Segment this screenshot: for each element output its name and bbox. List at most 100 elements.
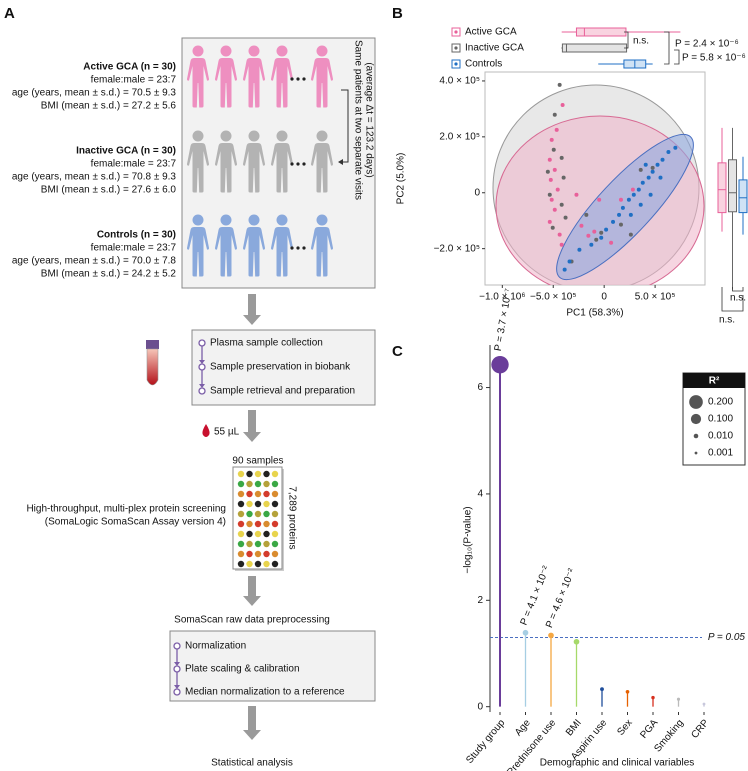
- well: [263, 530, 270, 538]
- visit-note: Same patients at two separate visits: [352, 40, 363, 200]
- annotation: n.s.: [719, 315, 735, 326]
- flow-arrow: [243, 706, 261, 740]
- x-tick-label: Age: [513, 717, 533, 738]
- well: [271, 500, 279, 508]
- point: [646, 175, 651, 180]
- group-stat: BMI (mean ± s.d.) = 24.2 ± 5.2: [41, 269, 177, 280]
- group-stat: BMI (mean ± s.d.) = 27.6 ± 6.0: [41, 185, 177, 196]
- group-stat: female:male = 23:7: [91, 159, 177, 170]
- point: [577, 247, 582, 252]
- group-stat: female:male = 23:7: [91, 243, 177, 254]
- panel-label: C: [392, 343, 403, 360]
- point: [562, 267, 567, 272]
- well: [263, 500, 270, 508]
- well: [254, 550, 262, 558]
- ellipsis-dot: [290, 77, 294, 81]
- legend-label: 0.200: [708, 397, 733, 408]
- point: [550, 225, 555, 230]
- panel-label: B: [392, 5, 403, 22]
- x-tick-label: BMI: [564, 718, 584, 739]
- lollipop-dot: [702, 702, 706, 706]
- point: [666, 149, 671, 154]
- point: [620, 205, 625, 210]
- screening: High-throughput, multi-plex protein scre…: [26, 504, 226, 515]
- point: [554, 127, 559, 132]
- well: [254, 510, 262, 518]
- well: [246, 530, 253, 538]
- flow-arrow: [243, 576, 261, 606]
- well: [237, 490, 245, 498]
- legend-size: [694, 451, 698, 455]
- step-dot: [198, 363, 206, 371]
- legend-title: R²: [709, 376, 720, 387]
- annotation: n.s.: [730, 293, 746, 304]
- step-label: Sample retrieval and preparation: [210, 386, 355, 397]
- point: [594, 237, 599, 242]
- x-tick-label: Study group: [464, 717, 507, 766]
- legend-label: 0.001: [708, 448, 733, 459]
- point: [557, 232, 562, 237]
- ellipsis-dot: [302, 162, 306, 166]
- step-dot: [198, 387, 206, 395]
- step-label: Plasma sample collection: [210, 338, 323, 349]
- group-stat: female:male = 23:7: [91, 75, 177, 86]
- well: [254, 560, 262, 568]
- legend-label: 0.100: [708, 414, 733, 425]
- y-tick-label: −2.0 × 10⁵: [434, 243, 480, 254]
- well: [271, 490, 279, 498]
- group-stat: BMI (mean ± s.d.) = 27.2 ± 5.6: [41, 101, 177, 112]
- well: [237, 510, 245, 518]
- well: [263, 470, 270, 478]
- well: [263, 540, 270, 548]
- point: [579, 223, 584, 228]
- well: [237, 520, 245, 528]
- well: [263, 550, 270, 558]
- well: [271, 530, 279, 538]
- flow-arrow: [243, 294, 261, 325]
- point: [561, 175, 566, 180]
- well: [246, 500, 253, 508]
- point: [655, 162, 660, 167]
- visit-note: (average Δt = 123.2 days): [363, 62, 374, 177]
- proteins: 7,289 proteins: [286, 486, 297, 549]
- sample-box: [191, 329, 376, 406]
- point: [648, 192, 653, 197]
- well: [271, 560, 279, 568]
- annotation: P = 5.8 × 10⁻⁶: [682, 53, 746, 64]
- well: [254, 490, 262, 498]
- well: [246, 490, 253, 498]
- x-tick-label: −5.0 × 10⁵: [530, 292, 576, 303]
- well: [237, 560, 245, 568]
- box: [575, 27, 627, 37]
- step-dot: [198, 339, 206, 347]
- point: [559, 155, 564, 160]
- preprocessing-box: [169, 630, 376, 702]
- point: [555, 187, 560, 192]
- x-tick-label: −1.0 × 10⁶: [479, 292, 525, 303]
- well: [254, 500, 262, 508]
- point: [599, 230, 604, 235]
- step-dot: [173, 688, 181, 696]
- lollipop-dot: [522, 629, 529, 636]
- ellipsis-dot: [302, 77, 306, 81]
- box: [561, 43, 628, 53]
- point: [628, 232, 633, 237]
- well: [246, 480, 253, 488]
- point: [560, 102, 565, 107]
- bracket: [674, 49, 680, 65]
- y-axis-label: −log₁₀(P-value): [463, 506, 474, 573]
- well: [237, 550, 245, 558]
- preprocessing-title: SomaScan raw data preprocessing: [174, 615, 330, 626]
- x-tick-label: PGA: [638, 717, 660, 741]
- point: [551, 147, 556, 152]
- well: [271, 520, 279, 528]
- well: [254, 520, 262, 528]
- step-arrowhead: [199, 384, 205, 388]
- final-step: Statistical analysis: [211, 758, 293, 769]
- point: [638, 202, 643, 207]
- well: [254, 530, 262, 538]
- lollipop-dot: [548, 632, 554, 639]
- y-tick-label: 2.0 × 10⁵: [439, 131, 480, 142]
- point: [628, 212, 633, 217]
